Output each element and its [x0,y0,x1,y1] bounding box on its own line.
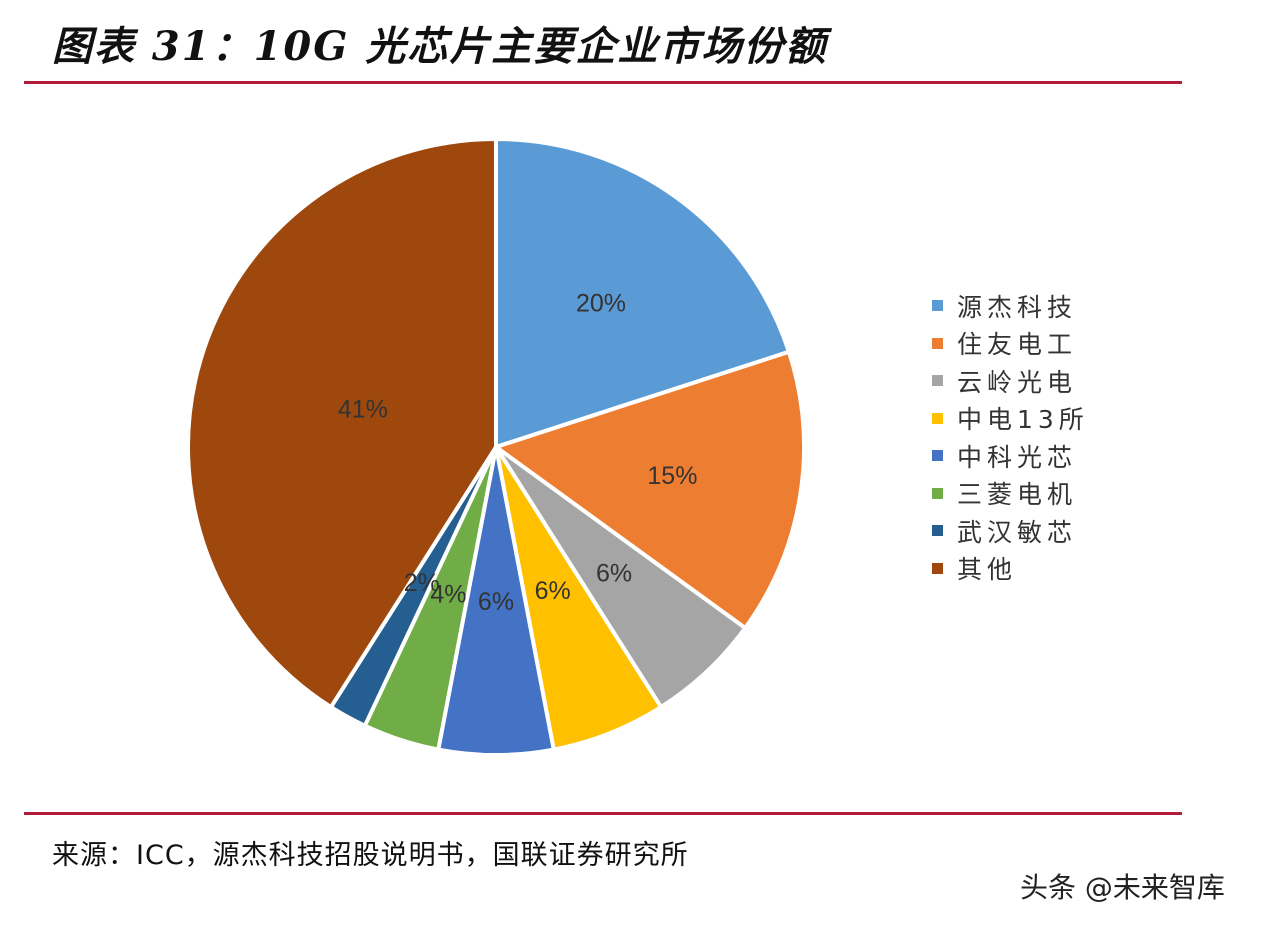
legend-swatch-icon [932,375,943,387]
pie-slice [494,349,806,631]
legend-swatch-icon [932,525,943,537]
legend-item: 武汉敏芯 [932,512,1089,550]
legend-label: 云岭光电 [957,367,1078,397]
legend-item: 云岭光电 [932,362,1089,400]
legend-swatch-icon [932,450,943,462]
pie-data-label: 6% [535,577,571,605]
pie-data-label: 6% [596,560,632,588]
legend-item: 中电13所 [932,400,1089,438]
legend-label: 中科光芯 [957,442,1078,472]
legend-label: 住友电工 [957,330,1078,360]
legend-label: 中电13所 [957,405,1089,435]
chart-title: 图表 31：10G 光芯片主要企业市场份额 [52,23,828,70]
legend-item: 住友电工 [932,325,1089,363]
pie-data-label: 15% [647,462,697,490]
pie-data-label: 41% [338,395,388,423]
pie-data-label: 2% [404,569,440,597]
legend-swatch-icon [932,337,943,349]
pie-data-label: 4% [430,580,466,608]
legend-label: 武汉敏芯 [957,517,1078,547]
legend-item: 源杰科技 [932,287,1089,325]
legend-item: 中科光芯 [932,437,1089,475]
title-divider [24,81,1182,84]
legend-label: 源杰科技 [957,292,1078,322]
chart-legend: 源杰科技 住友电工 云岭光电 中电13所 中科光芯 三菱电机 武汉敏芯 其他 [932,287,1089,587]
pie-data-label: 20% [576,289,626,317]
pie-slice [186,137,498,710]
legend-swatch-icon [932,562,943,574]
legend-swatch-icon [932,300,943,312]
source-note: 来源：ICC，源杰科技招股说明书，国联证券研究所 [52,840,689,871]
legend-swatch-icon [932,487,943,499]
pie-data-label: 6% [478,588,514,616]
legend-item: 三菱电机 [932,475,1089,513]
watermark: 头条 @未来智库 [1020,871,1225,904]
legend-label: 三菱电机 [957,480,1078,510]
legend-item: 其他 [932,550,1089,588]
legend-swatch-icon [932,412,943,424]
legend-label: 其他 [957,555,1018,585]
pie-slice [494,137,791,449]
footer-divider [24,812,1182,815]
